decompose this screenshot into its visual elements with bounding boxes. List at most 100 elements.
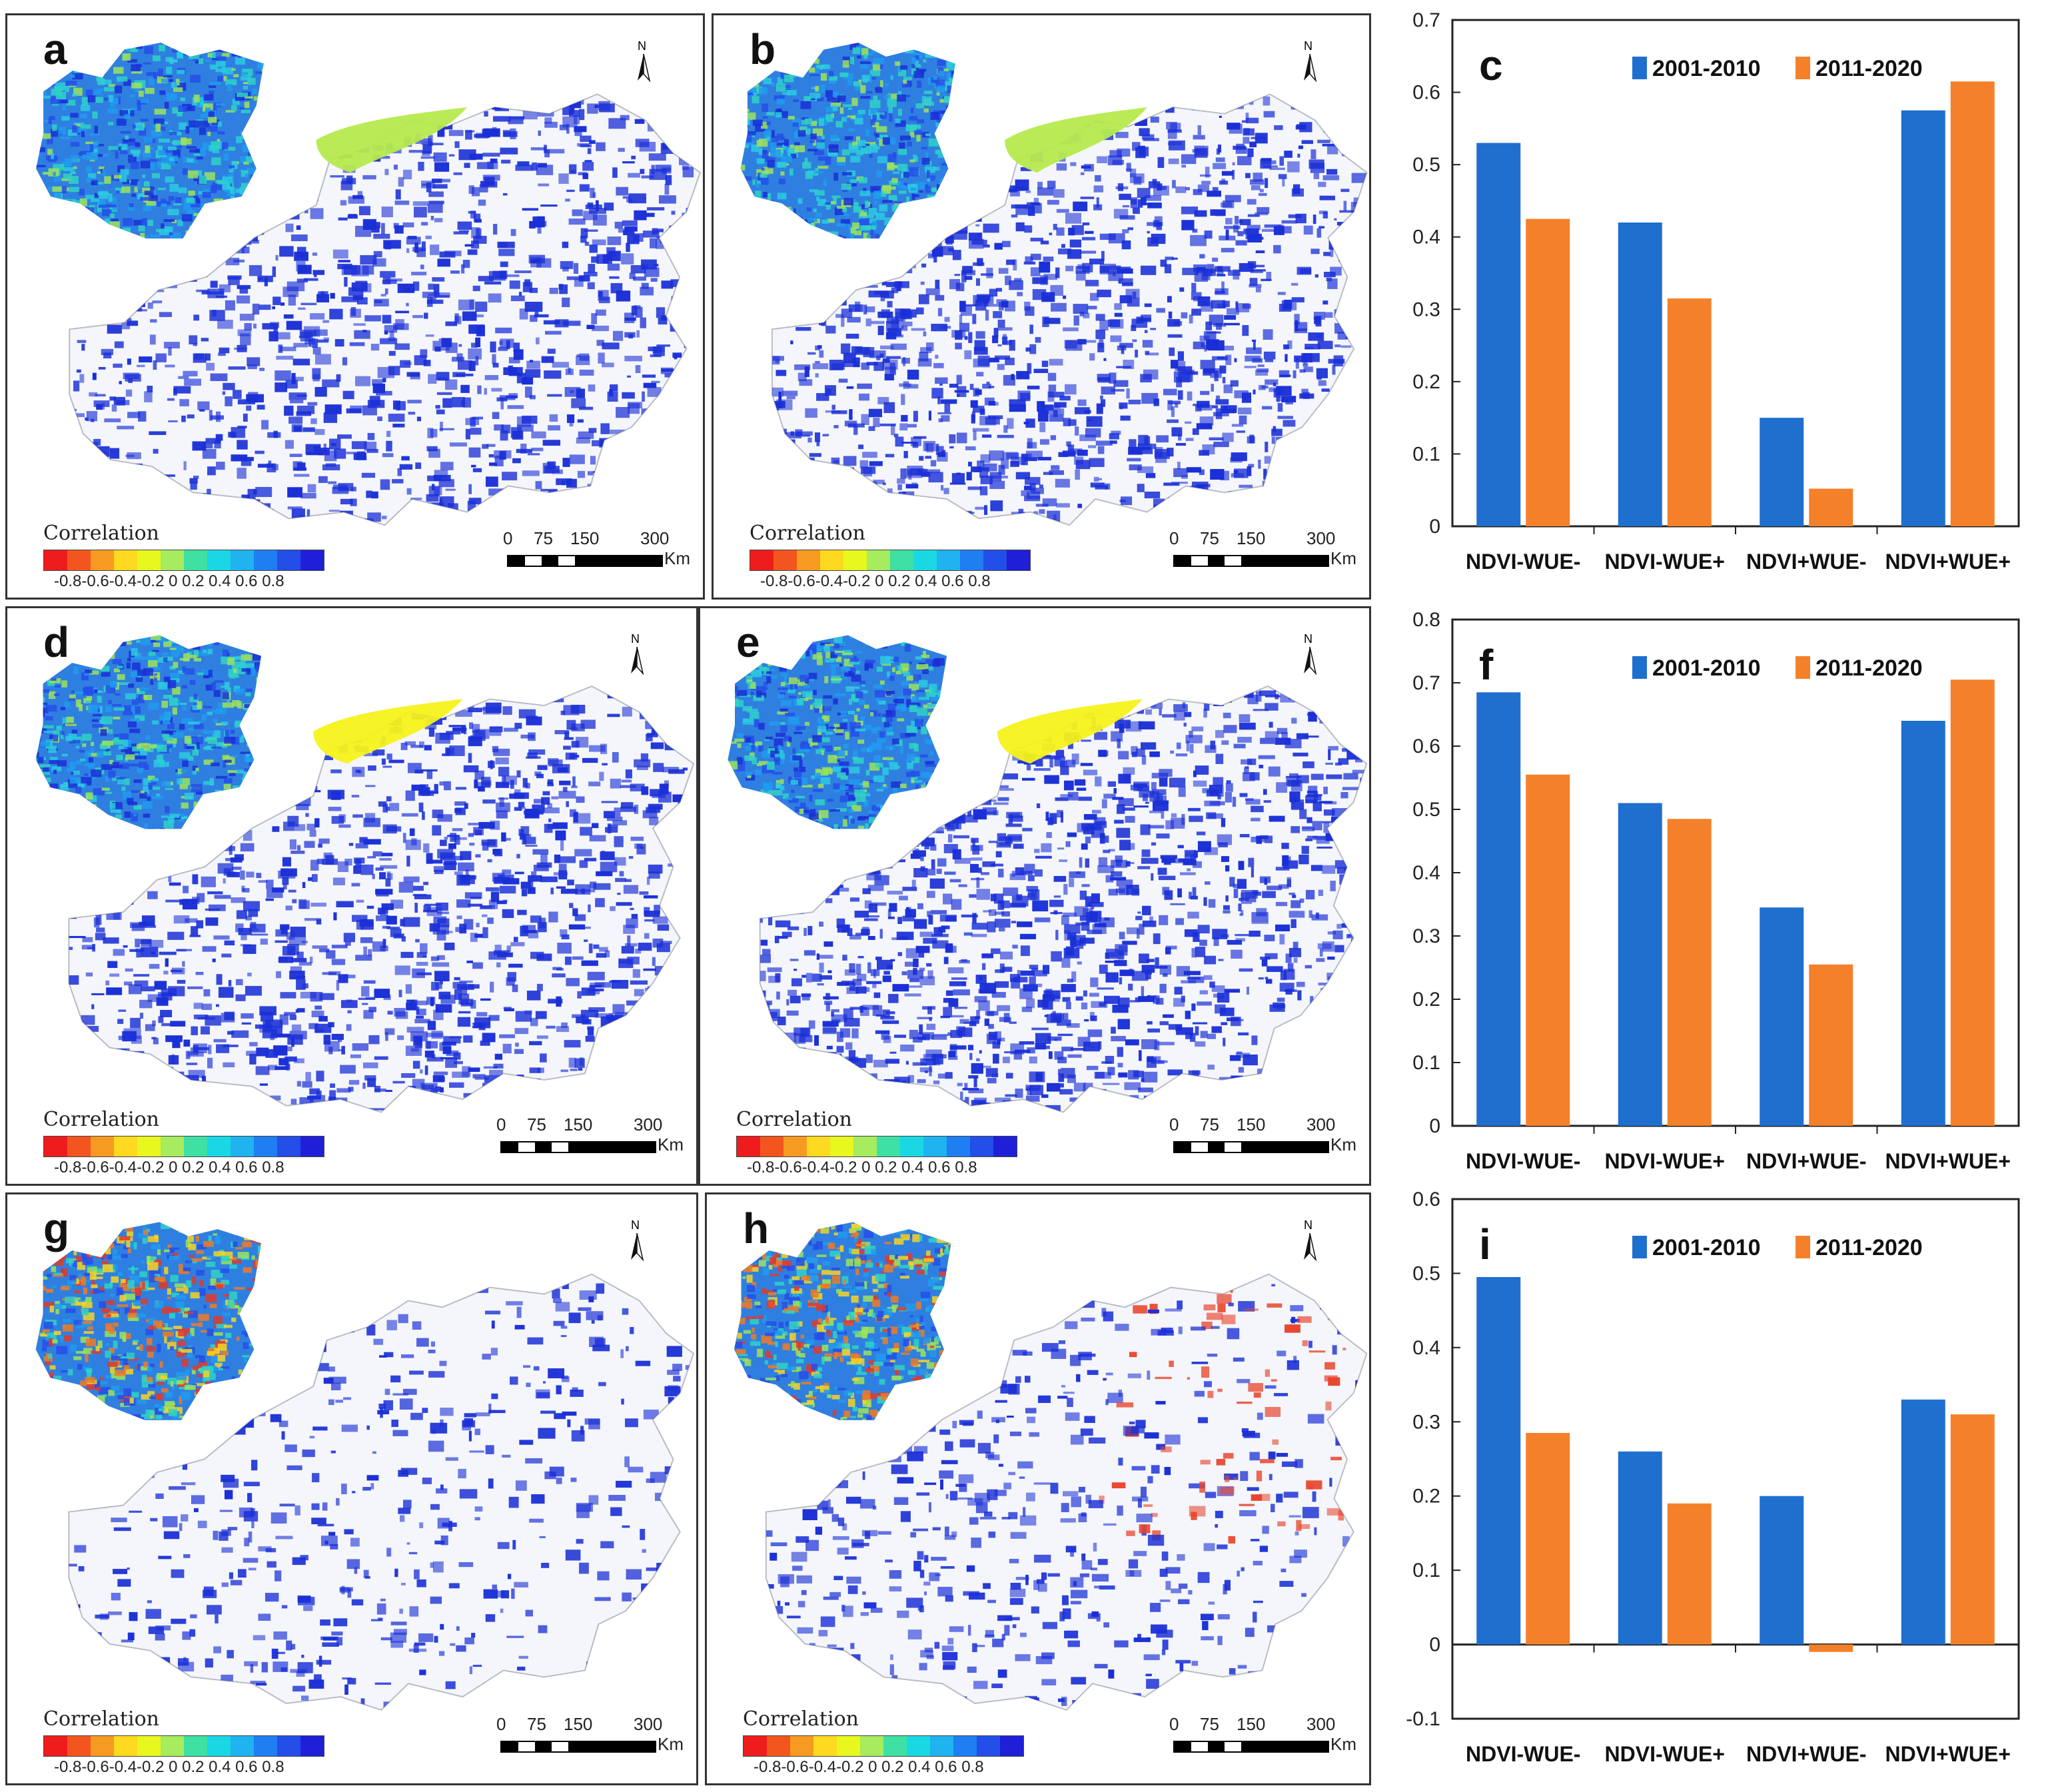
bar-NDVI-WUE--2011-2020 — [1526, 1433, 1570, 1645]
legend-swatch-2011-2020 — [1796, 1236, 1810, 1258]
y-tick-label: 0.2 — [1412, 989, 1440, 1011]
bar-NDVI-WUE+-2001-2010 — [1618, 223, 1662, 526]
bar-NDVI+WUE+-2001-2010 — [1901, 1399, 1945, 1645]
correlation-colorbar — [743, 1735, 1024, 1757]
y-tick-label: 0.7 — [1412, 9, 1440, 31]
chart-f: 0 0.1 0.2 0.3 0.4 0.5 0.6 0.7 0.8 NDVI-WUE- NDVI-W… — [1379, 609, 2045, 1192]
legend-label-2011-2020: 2011-2020 — [1815, 656, 1923, 681]
legend-label-2001-2010: 2001-2010 — [1652, 656, 1761, 681]
panel-label-f: f — [1479, 641, 1494, 689]
legend-label-2011-2020: 2011-2020 — [1815, 56, 1923, 81]
legend-label-2011-2020: 2011-2020 — [1815, 1235, 1923, 1260]
y-tick-label: 0.7 — [1412, 672, 1440, 694]
scale-tick-label: 300 — [1306, 1115, 1336, 1134]
y-tick-label: 0 — [1429, 516, 1440, 538]
scale-unit: Km — [664, 548, 690, 568]
x-category-label: NDVI-WUE+ — [1605, 1149, 1725, 1173]
scale-unit: Km — [1330, 1734, 1356, 1754]
chart-f-svg: 0 0.1 0.2 0.3 0.4 0.5 0.6 0.7 0.8 NDVI-WUE- NDVI-W… — [1412, 609, 2020, 1173]
chart-c-svg: 0 0.1 0.2 0.3 0.4 0.5 0.6 0.7 NDVI-WUE- NDVI-WUE+… — [1412, 9, 2020, 574]
north-arrow-icon: N — [627, 632, 647, 675]
x-category-label: NDVI+WUE+ — [1885, 1149, 2011, 1173]
bar-NDVI+WUE+-2011-2020 — [1950, 1414, 1995, 1645]
colorbar-ticks: -0.8-0.6-0.4-0.2 0 0.2 0.4 0.6 0.8 — [54, 1758, 284, 1776]
bar-NDVI-WUE+-2001-2010 — [1618, 803, 1662, 1126]
y-tick-label: 0 — [1429, 1115, 1440, 1137]
bar-NDVI+WUE--2011-2020 — [1809, 488, 1853, 526]
scale-tick-label: 0 — [1169, 1115, 1179, 1134]
north-arrow-icon: N — [634, 39, 654, 83]
scale-unit: Km — [658, 1134, 684, 1154]
scale-tick-label: 0 — [496, 1115, 506, 1134]
x-category-label: NDVI-WUE- — [1466, 1742, 1580, 1766]
y-tick-label: 0.2 — [1412, 1486, 1440, 1508]
scale-tick-label: 150 — [1237, 528, 1266, 548]
scale-unit: Km — [1330, 548, 1356, 568]
panel-label-a: a — [43, 25, 67, 73]
y-tick-label: 0.1 — [1412, 1560, 1440, 1581]
north-arrow-icon: N — [1300, 39, 1320, 83]
north-label: N — [1304, 1218, 1312, 1232]
scale-bar — [507, 555, 663, 567]
legend-swatch-2001-2010 — [1632, 57, 1647, 79]
legend-swatch-2011-2020 — [1796, 57, 1810, 79]
legend-title: Correlation — [736, 1108, 852, 1131]
y-tick-label: 0 — [1429, 1634, 1440, 1656]
bar-NDVI-WUE+-2001-2010 — [1618, 1451, 1662, 1645]
y-tick-label: 0.8 — [1412, 609, 1440, 631]
y-tick-label: 0.3 — [1412, 1411, 1440, 1433]
x-category-label: NDVI-WUE+ — [1605, 550, 1725, 574]
bar-NDVI-WUE--2001-2010 — [1476, 1277, 1521, 1645]
map-panel-b: b N Correlation -0.8-0.6-0.4-0.2 0 0.2 0.4 … — [712, 13, 1371, 600]
legend-title: Correlation — [750, 522, 865, 545]
scale-tick-label: 150 — [570, 528, 600, 548]
bar-NDVI+WUE+-2011-2020 — [1950, 81, 1995, 527]
north-arrow-icon: N — [1300, 632, 1320, 675]
y-tick-label: 0.5 — [1412, 799, 1440, 821]
scale-tick-label: 0 — [496, 1714, 506, 1734]
plot-frame — [1451, 1198, 2020, 1720]
x-category-label: NDVI-WUE- — [1466, 1149, 1580, 1173]
bar-NDVI-WUE--2011-2020 — [1526, 774, 1570, 1126]
panel-label-c: c — [1479, 41, 1503, 89]
scale-tick-label: 150 — [564, 1714, 593, 1734]
scale-unit: Km — [1330, 1134, 1356, 1154]
correlation-colorbar — [43, 1735, 324, 1757]
scale-bar — [500, 1741, 656, 1753]
bar-NDVI+WUE+-2001-2010 — [1901, 721, 1945, 1126]
scale-unit: Km — [658, 1734, 684, 1754]
map-e-region — [728, 635, 1368, 1113]
y-tick-label: 0.2 — [1412, 371, 1440, 393]
correlation-colorbar — [736, 1136, 1017, 1157]
north-label: N — [1304, 39, 1312, 53]
x-category-label: NDVI+WUE- — [1746, 550, 1866, 574]
y-tick-label: 0.6 — [1412, 735, 1440, 757]
legend-title: Correlation — [743, 1707, 859, 1731]
bar-NDVI-WUE--2001-2010 — [1476, 692, 1521, 1126]
x-category-label: NDVI+WUE- — [1746, 1149, 1866, 1173]
scale-bar — [500, 1141, 656, 1153]
x-category-label: NDVI+WUE- — [1746, 1742, 1866, 1766]
north-label: N — [631, 1218, 640, 1232]
bar-NDVI-WUE+-2011-2020 — [1667, 298, 1712, 526]
panel-label-i: i — [1479, 1220, 1491, 1268]
x-category-label: NDVI+WUE+ — [1885, 1742, 2011, 1766]
bar-NDVI+WUE--2001-2010 — [1760, 418, 1804, 526]
north-label: N — [638, 39, 646, 53]
scale-tick-label: 150 — [1237, 1115, 1266, 1134]
map-b-region — [740, 42, 1368, 526]
scale-tick-label: 75 — [534, 528, 553, 548]
scale-tick-label: 0 — [1169, 1714, 1179, 1734]
legend-swatch-2001-2010 — [1632, 656, 1647, 679]
map-d-region — [35, 635, 695, 1113]
north-label: N — [631, 632, 640, 646]
legend-swatch-2011-2020 — [1796, 656, 1810, 679]
scale-tick-label: 75 — [1200, 1714, 1219, 1734]
x-category-label: NDVI-WUE+ — [1605, 1742, 1725, 1766]
chart-i-svg: -0.1 0 0.1 0.2 0.3 0.4 0.5 0.6 NDVI-WUE- NDVI-WUE… — [1406, 1188, 2020, 1766]
map-h-region — [734, 1222, 1368, 1711]
scale-tick-label: 300 — [1306, 528, 1336, 548]
map-a-region — [36, 42, 702, 526]
y-tick-label: -0.1 — [1406, 1708, 1440, 1730]
north-arrow-icon: N — [627, 1218, 647, 1262]
